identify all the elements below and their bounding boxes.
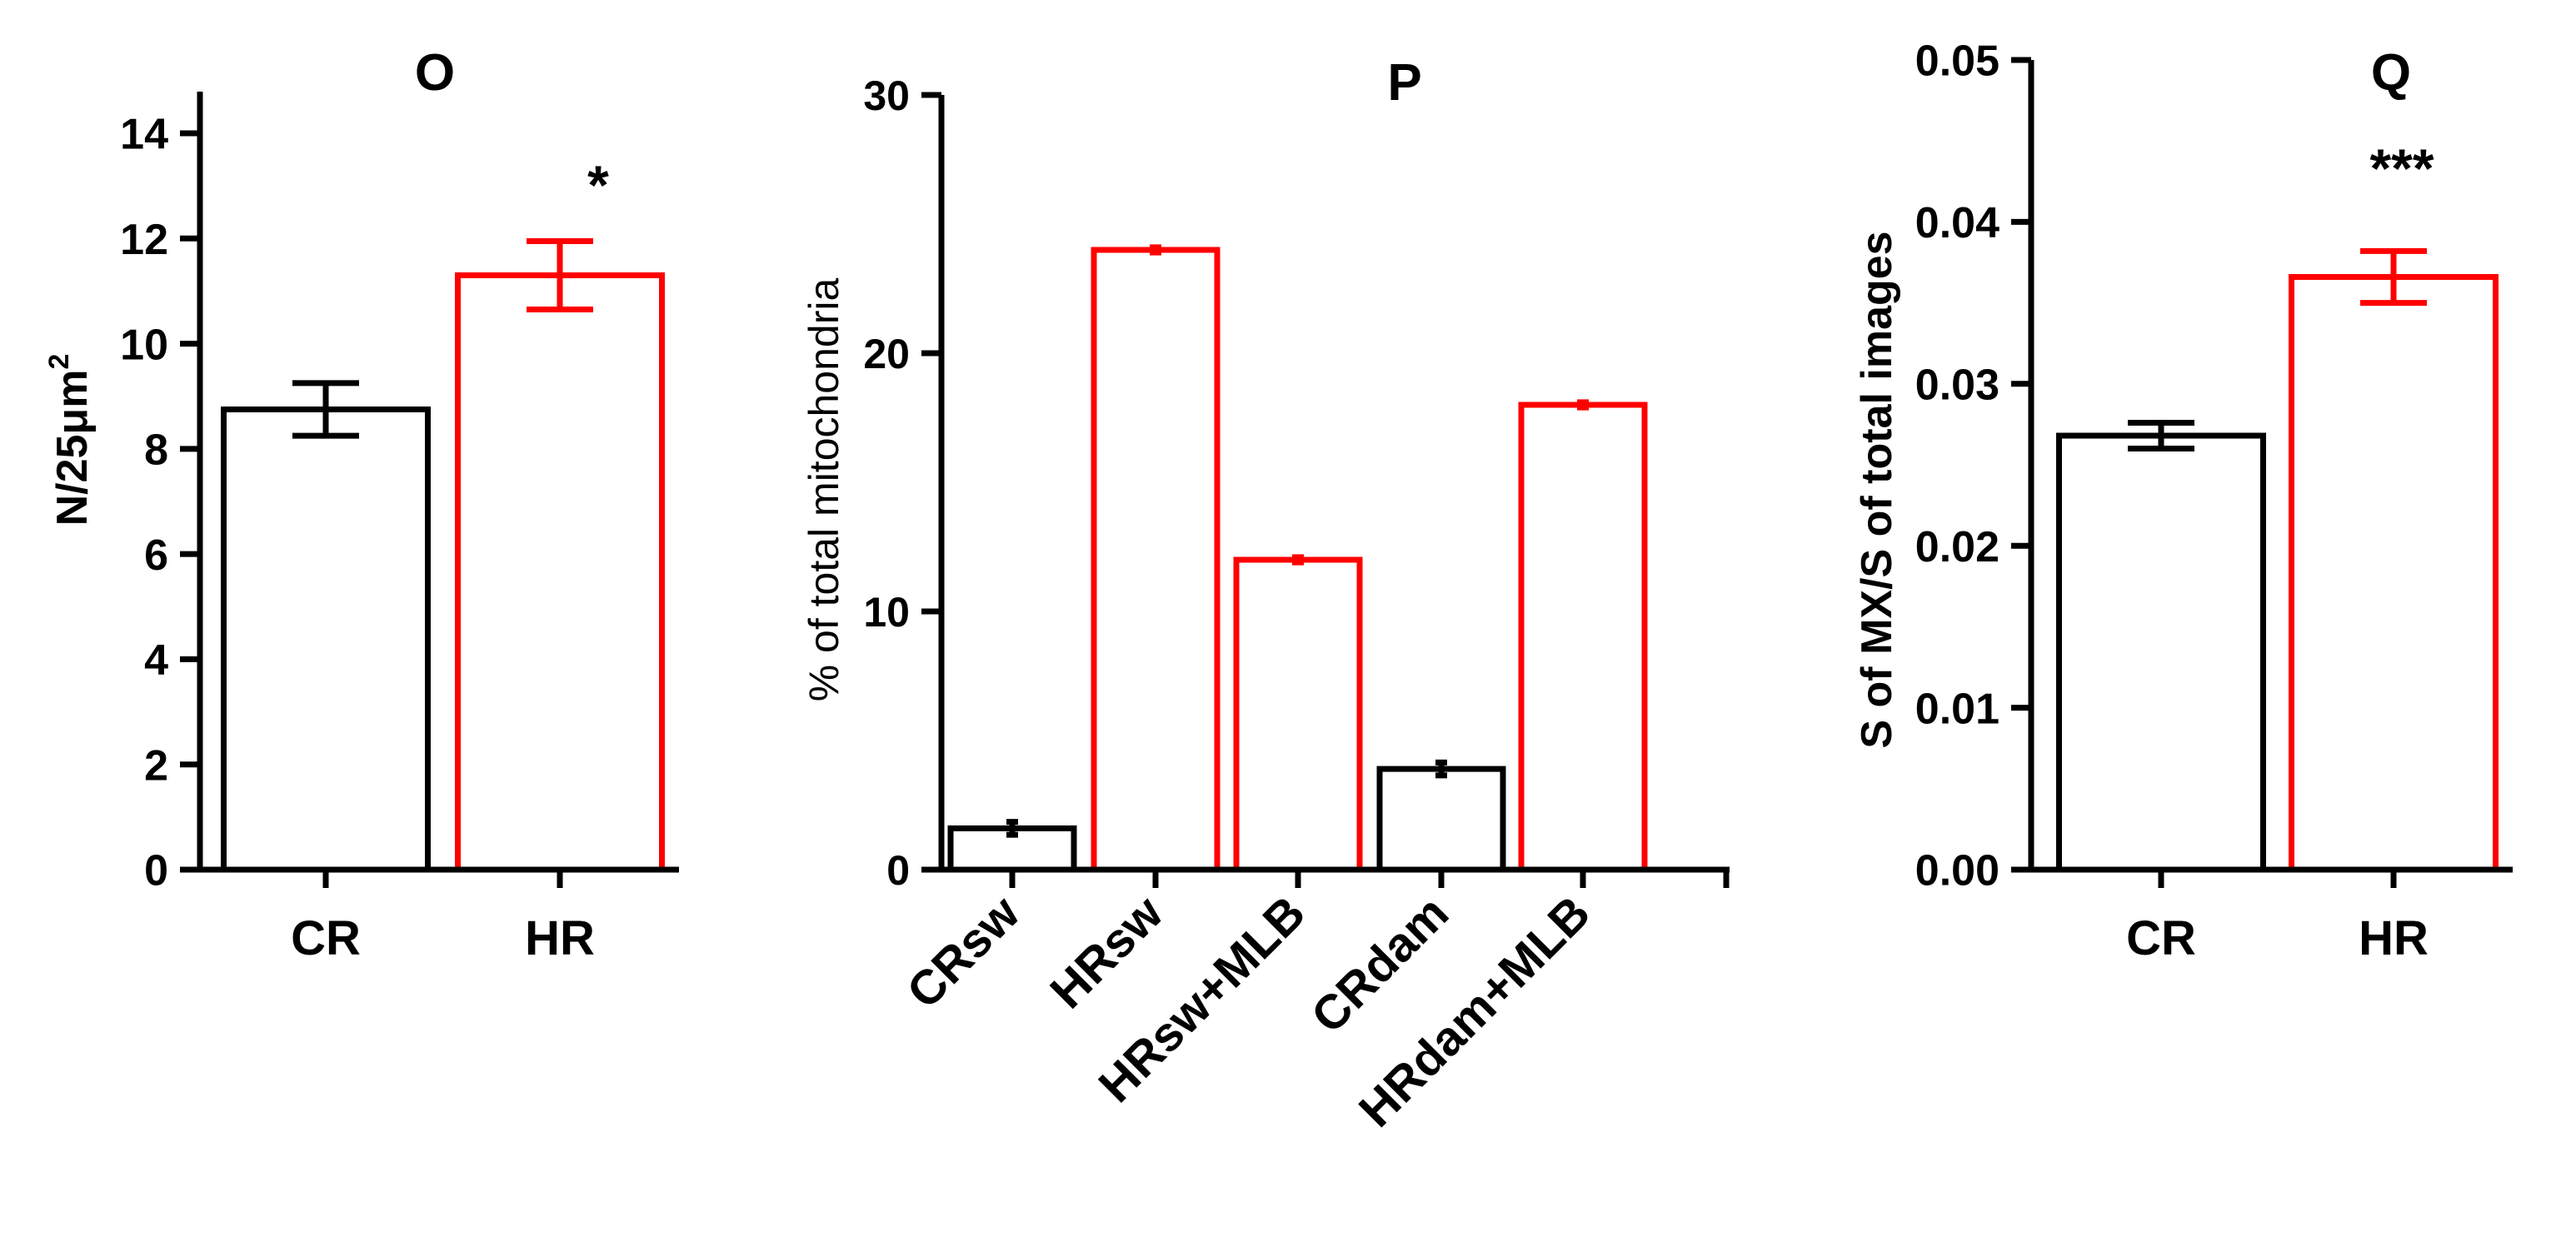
panel-o-ylabel-main: N/25μm (48, 370, 97, 526)
panel-q-significance: *** (2369, 137, 2434, 199)
bar (2056, 432, 2266, 873)
bar (1518, 402, 1648, 873)
bar (455, 272, 665, 873)
y-tick-label: 0.03 (1915, 362, 1999, 410)
y-tick-label: 8 (144, 426, 168, 475)
bar (1091, 247, 1221, 873)
panel-q-ylabel: S of MX/S of total images (1853, 231, 1901, 748)
panel-o-category-label: HR (525, 911, 595, 965)
y-tick-label: 0 (886, 847, 910, 894)
y-tick-label: 2 (144, 741, 168, 790)
panel-p: P % of total mitochondria 0 10 20 30 CRsw HR… (801, 54, 1730, 1138)
y-tick-label: 0.05 (1915, 37, 1999, 86)
bar (1376, 766, 1506, 873)
panel-q-category-label: HR (2359, 911, 2429, 965)
y-tick-label: 6 (144, 531, 168, 580)
x-tick-label: CRsw (896, 885, 1031, 1020)
panel-p-title: P (1387, 54, 1421, 112)
y-tick-label: 0 (144, 847, 168, 895)
bar (1233, 556, 1363, 873)
panel-p-bars (947, 244, 1648, 873)
panel-o-bars (221, 237, 665, 873)
y-tick-label: 0.01 (1915, 685, 1999, 733)
y-tick-label: 12 (120, 216, 168, 264)
y-tick-label: 0.00 (1915, 847, 1999, 895)
panel-q: Q S of MX/S of total images 0.00 0.01 0.02… (1853, 37, 2513, 965)
panel-q-category-label: CR (2126, 911, 2196, 965)
bar (2289, 273, 2499, 873)
y-tick-label: 0.04 (1915, 199, 1999, 247)
panel-p-y-ticks: 0 10 20 30 (863, 72, 941, 894)
bar (221, 407, 431, 873)
panel-o-significance: * (587, 154, 609, 216)
y-tick-label: 30 (863, 72, 910, 119)
x-tick-label: HRsw (1040, 885, 1174, 1020)
panel-o-y-ticks: 0 2 4 6 8 10 12 14 (120, 111, 200, 895)
y-tick-label: 10 (863, 589, 910, 636)
panel-q-bars (2056, 247, 2499, 873)
panel-o-ylabel: N/25μm2 (43, 354, 97, 526)
y-tick-label: 20 (863, 331, 910, 377)
panel-o-ylabel-sup: 2 (43, 354, 75, 370)
panel-p-ylabel: % of total mitochondria (801, 278, 847, 702)
panel-o-title: O (415, 44, 455, 102)
panel-q-title: Q (2371, 44, 2411, 102)
panel-q-y-ticks: 0.00 0.01 0.02 0.03 0.04 0.05 (1915, 37, 2031, 895)
y-tick-label: 10 (120, 321, 168, 369)
y-tick-label: 4 (144, 636, 168, 685)
panel-o-category-label: CR (291, 911, 361, 965)
y-tick-label: 0.02 (1915, 523, 1999, 571)
y-tick-label: 14 (120, 111, 168, 159)
